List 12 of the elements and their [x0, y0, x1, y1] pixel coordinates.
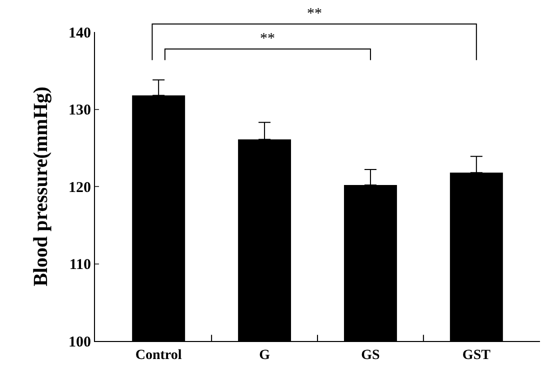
x-tick-label: GS: [361, 348, 380, 363]
x-tick-label: GST: [462, 348, 492, 363]
x-tick-label: G: [259, 348, 270, 363]
annotation: **: [260, 31, 275, 47]
y-axis-title: Blood pressure(mmHg): [30, 86, 52, 286]
y-tick-label: 120: [68, 180, 91, 196]
y-tick-label: 110: [69, 257, 91, 273]
x-tick-label: Control: [135, 348, 182, 363]
y-tick-label: 140: [68, 25, 91, 42]
y-tick-label: 130: [68, 102, 91, 118]
text: **: [307, 6, 322, 22]
y-tick-label: 100: [68, 334, 91, 350]
